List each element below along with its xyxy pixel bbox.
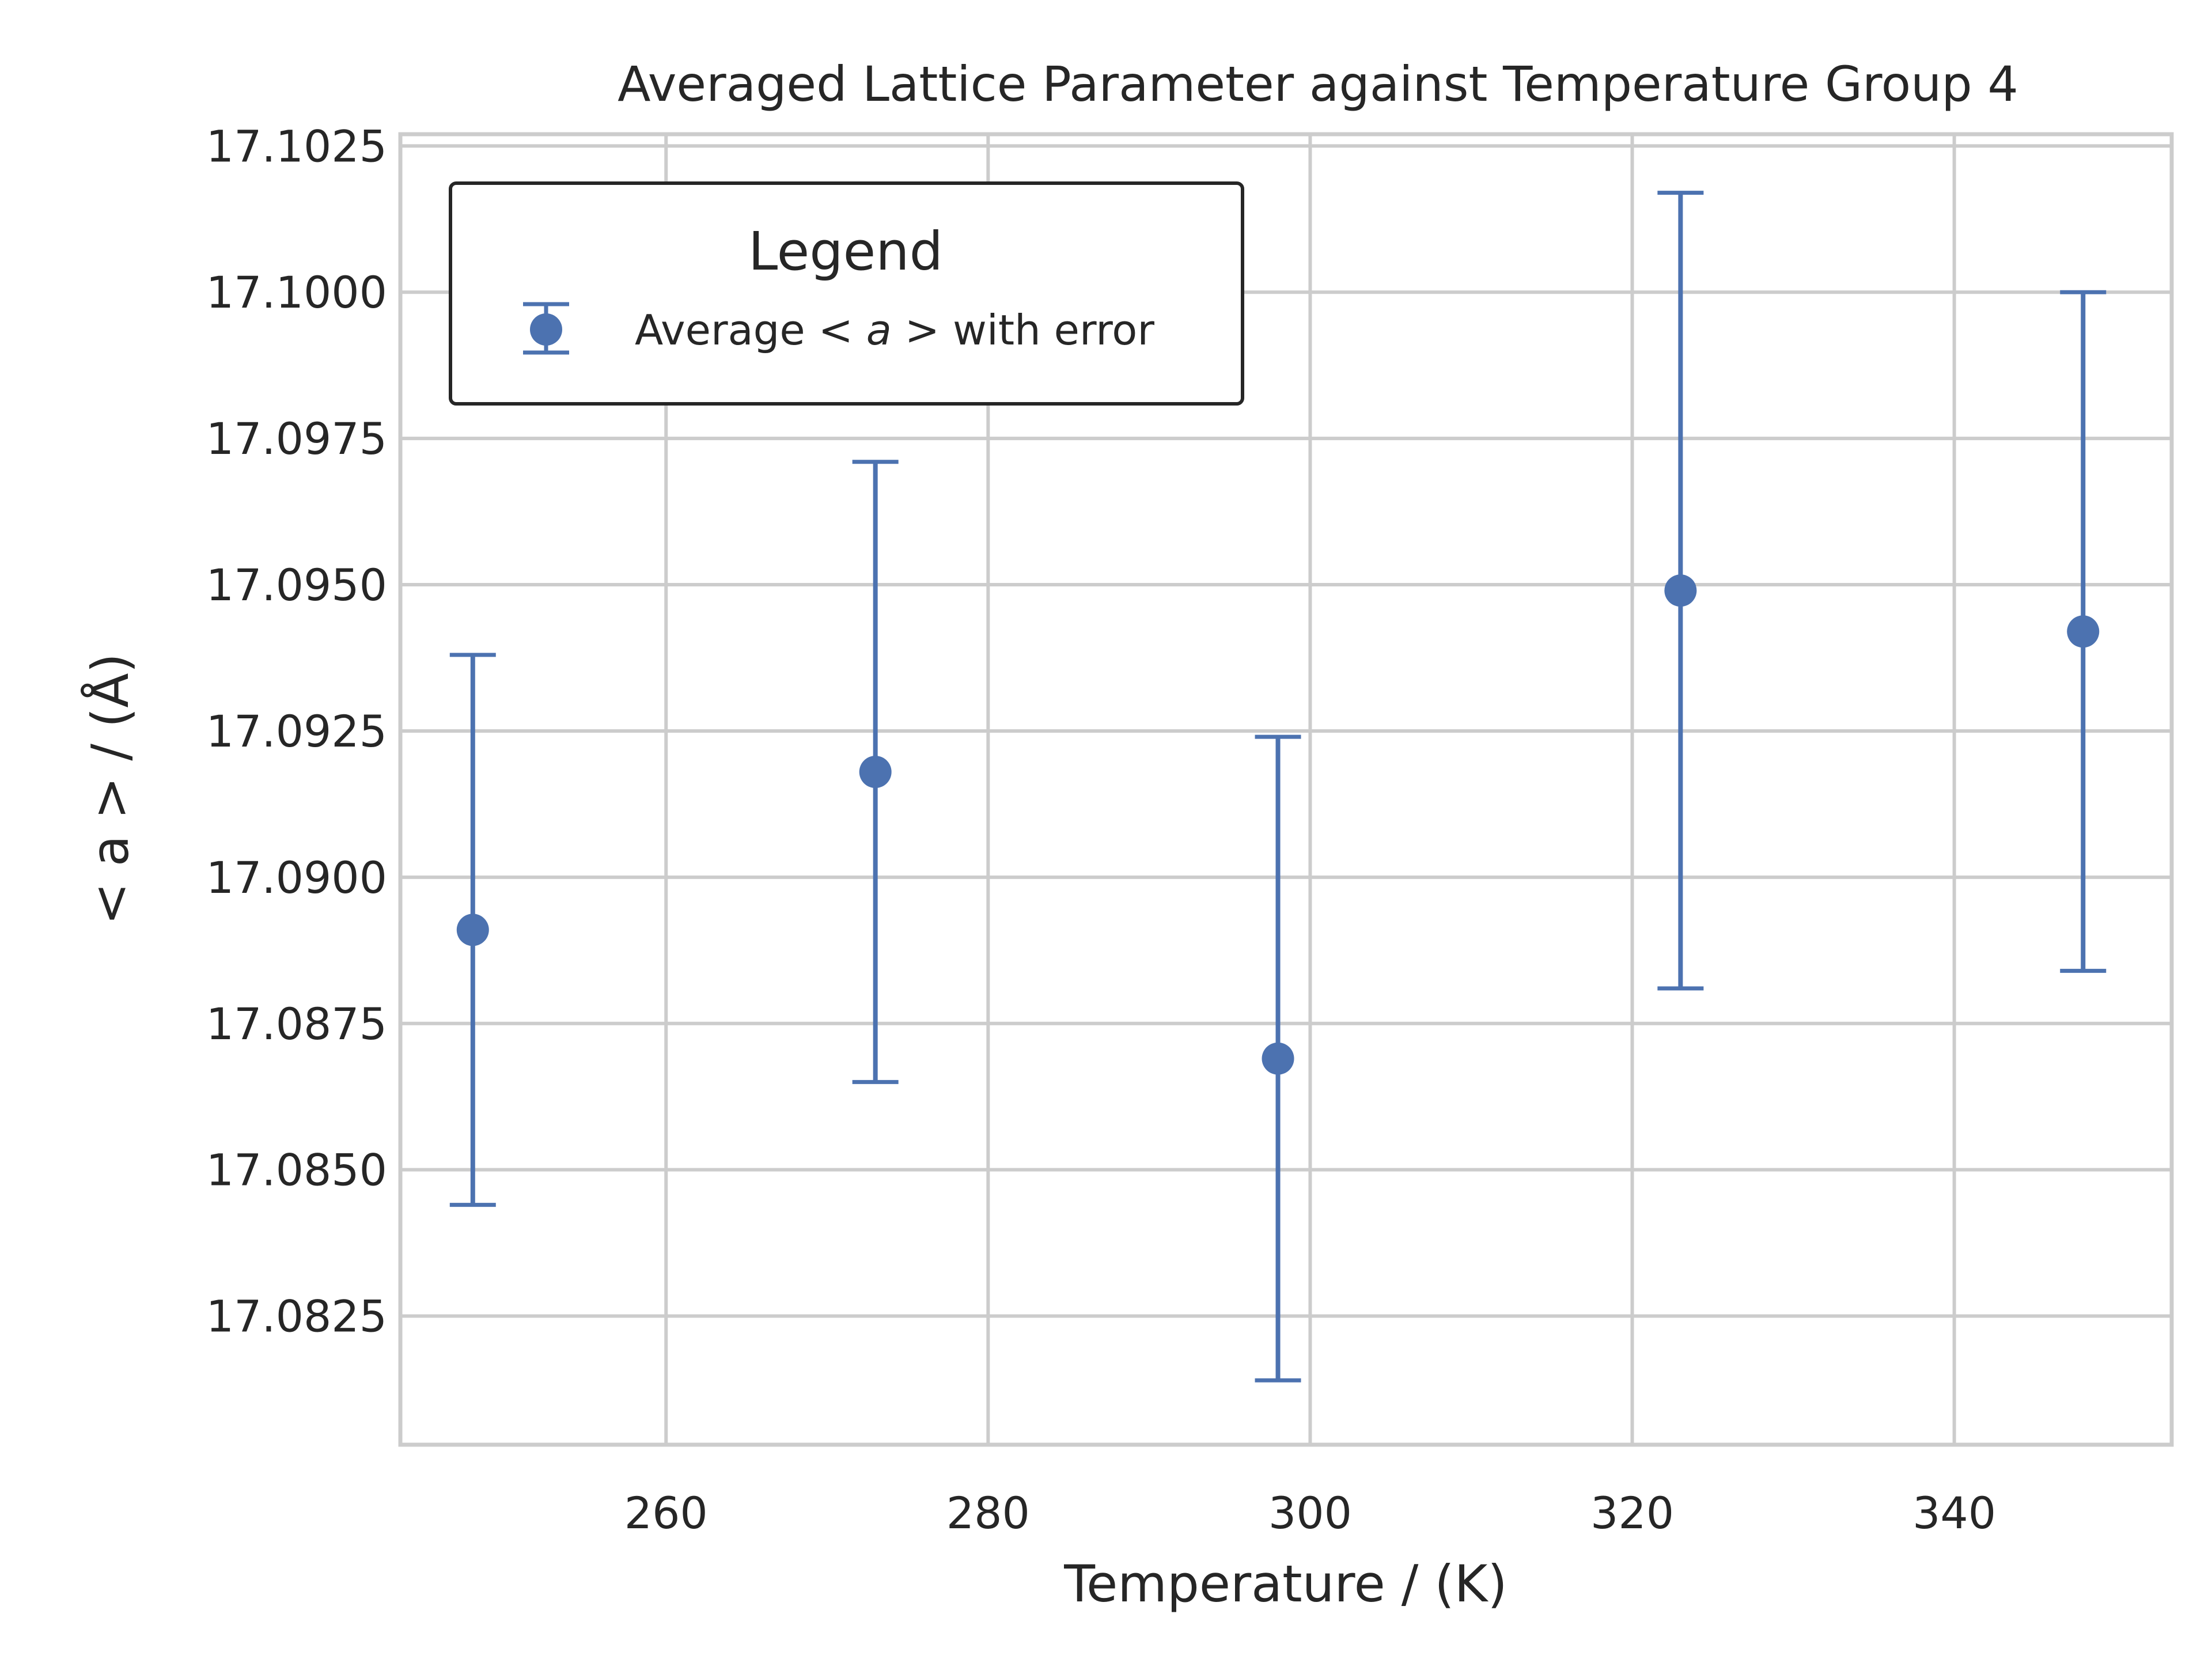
y-tick-label: 17.1000 bbox=[206, 267, 387, 318]
y-axis-label: < a > / (Å) bbox=[81, 653, 140, 925]
x-tick-label: 260 bbox=[624, 1487, 708, 1539]
x-tick-label: 300 bbox=[1268, 1487, 1352, 1539]
x-tick-label: 280 bbox=[946, 1487, 1030, 1539]
legend-marker bbox=[523, 302, 569, 355]
legend-entry-label: Average < a > with error bbox=[635, 306, 1154, 354]
data-point bbox=[1664, 574, 1697, 607]
x-axis-label: Temperature / (K) bbox=[1063, 1554, 1507, 1613]
data-point bbox=[1262, 1042, 1294, 1075]
y-tick-label: 17.0925 bbox=[206, 706, 387, 757]
data-point-group bbox=[852, 460, 899, 1084]
y-tick-label: 17.1025 bbox=[206, 120, 387, 172]
y-tick-label: 17.0950 bbox=[206, 559, 387, 611]
data-point bbox=[859, 756, 892, 789]
data-point-group bbox=[449, 653, 496, 1207]
x-tick-labels: 260 280 300 320 340 bbox=[624, 1487, 1996, 1539]
legend-box bbox=[449, 181, 1244, 406]
x-tick-label: 340 bbox=[1912, 1487, 1996, 1539]
x-tick-label: 320 bbox=[1590, 1487, 1674, 1539]
legend-title: Legend bbox=[748, 221, 943, 282]
plot-frame bbox=[398, 132, 2174, 1447]
y-tick-label: 17.0825 bbox=[206, 1291, 387, 1342]
data-point bbox=[2067, 615, 2100, 648]
y-tick-label: 17.0900 bbox=[206, 852, 387, 903]
y-tick-labels: 17.0825 17.0850 17.0875 17.0900 17.0925 17.09… bbox=[206, 120, 387, 1342]
y-tick-label: 17.0975 bbox=[206, 413, 387, 464]
legend-entry-math: < a > bbox=[819, 306, 940, 354]
data-point bbox=[456, 914, 489, 946]
grid-lines bbox=[400, 134, 2172, 1445]
y-tick-label: 17.0875 bbox=[206, 998, 387, 1050]
data-point-group bbox=[2060, 290, 2107, 973]
chart-title: Averaged Lattice Parameter against Tempe… bbox=[618, 56, 2018, 112]
data-points bbox=[449, 191, 2107, 1382]
y-tick-label: 17.0850 bbox=[206, 1145, 387, 1196]
legend: Legend Average < a > with error bbox=[449, 181, 1244, 406]
legend-entry-suffix: with error bbox=[940, 306, 1154, 354]
data-point-group bbox=[1255, 734, 1301, 1382]
legend-entry-prefix: Average bbox=[635, 306, 819, 354]
data-point-group bbox=[1657, 191, 1704, 991]
